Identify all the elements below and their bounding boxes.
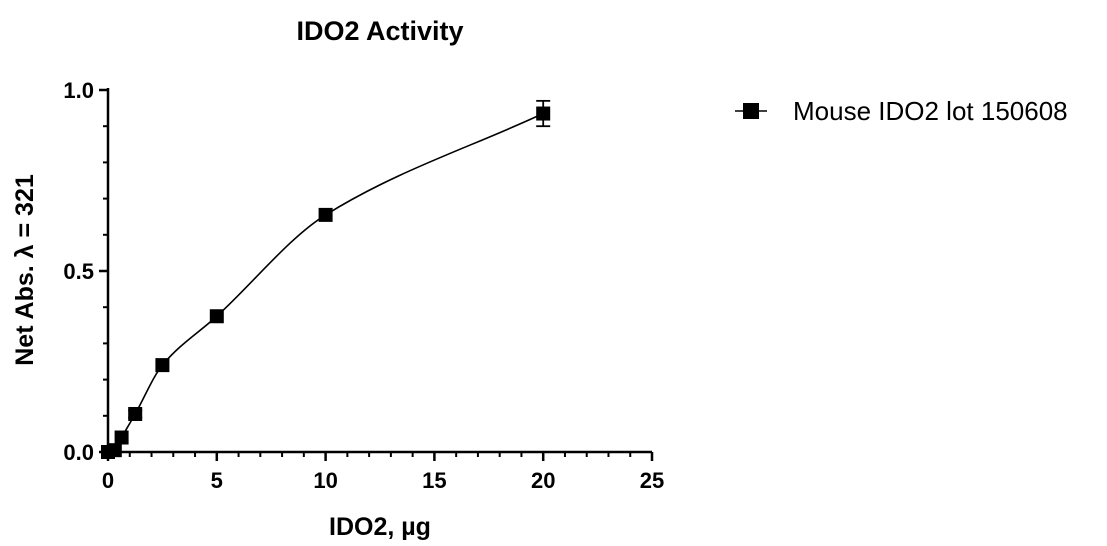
x-tick-label: 0	[102, 468, 114, 493]
plot-area: 0.0 0.5 1.0 0 5 10 15 20 25	[63, 78, 664, 493]
x-tick-label: 25	[640, 468, 664, 493]
x-ticks: 0 5 10 15 20 25	[102, 452, 664, 493]
error-bars	[128, 99, 551, 419]
y-tick-label: 1.0	[63, 78, 94, 103]
legend: Mouse IDO2 lot 150608	[735, 96, 1068, 126]
y-tick-label: 0.0	[63, 440, 94, 465]
x-tick-label: 20	[531, 468, 555, 493]
legend-label: Mouse IDO2 lot 150608	[793, 96, 1068, 126]
x-tick-label: 5	[211, 468, 223, 493]
chart-title: IDO2 Activity	[296, 16, 463, 46]
data-point	[318, 207, 333, 222]
data-point	[107, 443, 122, 458]
data-point	[536, 106, 551, 121]
data-point	[114, 430, 129, 445]
x-axis-title: IDO2, µg	[329, 513, 431, 541]
x-tick-label: 15	[422, 468, 446, 493]
legend-marker	[743, 103, 759, 119]
x-tick-label: 10	[313, 468, 337, 493]
data-points	[101, 106, 551, 459]
data-point	[128, 406, 143, 421]
data-point	[155, 358, 170, 373]
data-point	[209, 309, 224, 324]
y-axis-title: Net Abs. λ = 321	[11, 174, 39, 366]
y-tick-label: 0.5	[63, 259, 94, 284]
y-ticks: 0.0 0.5 1.0	[63, 78, 108, 465]
fit-curve	[107, 112, 544, 453]
